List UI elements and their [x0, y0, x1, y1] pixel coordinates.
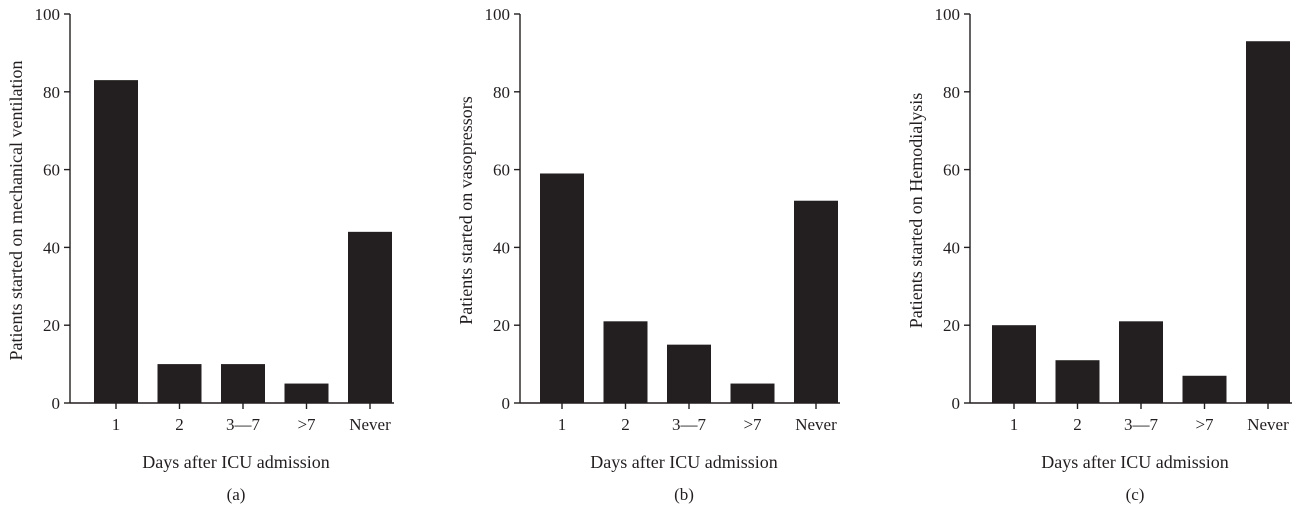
y-tick-label: 0 — [52, 394, 61, 413]
panel-label: (b) — [674, 485, 694, 504]
y-tick-label: 0 — [952, 394, 961, 413]
y-tick-label: 60 — [43, 161, 60, 180]
x-axis-title: Days after ICU admission — [1041, 452, 1228, 472]
bar-1 — [94, 80, 138, 403]
y-tick-label: 40 — [493, 238, 510, 257]
x-tick-label-7: >7 — [743, 415, 762, 434]
bar-never — [794, 200, 838, 403]
bar-chart-c: 0 20 40 60 80 100 1 2 3—7 >7 Never Days after ICU a… — [906, 5, 1292, 504]
x-tick-label-1: 1 — [558, 415, 567, 434]
y-tick-label: 100 — [935, 5, 961, 24]
x-tick-label-3-7: 3—7 — [226, 415, 261, 434]
bar-2 — [157, 364, 202, 403]
y-tick-label: 80 — [943, 83, 960, 102]
x-tick-label-3-7: 3—7 — [672, 415, 707, 434]
chart-panel-a: 0 20 40 60 80 100 1 2 3—7 >7 Never Days after ICU a… — [0, 0, 436, 511]
y-tick-label: 60 — [943, 161, 960, 180]
chart-panel-c: 0 20 40 60 80 100 1 2 3—7 >7 Never Days after ICU a… — [872, 0, 1306, 511]
bar-2 — [1055, 360, 1100, 403]
x-tick-label-2: 2 — [1073, 415, 1082, 434]
x-tick-label-1: 1 — [1010, 415, 1019, 434]
bar-1 — [540, 173, 584, 403]
y-tick-label: 20 — [43, 316, 60, 335]
x-tick-label-2: 2 — [175, 415, 184, 434]
chart-panel-b: 0 20 40 60 80 100 1 2 3—7 >7 Never Days after ICU a… — [436, 0, 872, 511]
x-tick-label-2: 2 — [621, 415, 630, 434]
x-axis-title: Days after ICU admission — [590, 452, 777, 472]
y-tick-label: 100 — [35, 5, 61, 24]
panel-label: (a) — [227, 485, 246, 504]
bar-chart-b: 0 20 40 60 80 100 1 2 3—7 >7 Never Days after ICU a… — [456, 5, 840, 504]
y-tick-label: 80 — [43, 83, 60, 102]
bar-7 — [730, 383, 775, 403]
y-tick-label: 20 — [493, 316, 510, 335]
bar-7 — [284, 383, 329, 403]
y-tick-label: 100 — [485, 5, 511, 24]
bar-2 — [603, 321, 648, 403]
x-tick-label-never: Never — [795, 415, 837, 434]
x-tick-label-7: >7 — [1195, 415, 1214, 434]
y-tick-label: 40 — [43, 238, 60, 257]
x-tick-label-never: Never — [349, 415, 391, 434]
x-tick-label-never: Never — [1247, 415, 1289, 434]
y-tick-label: 0 — [502, 394, 511, 413]
y-axis-title: Patients started on vasopressors — [456, 96, 476, 324]
bar-1 — [992, 325, 1036, 403]
y-tick-label: 40 — [943, 238, 960, 257]
x-tick-label-7: >7 — [297, 415, 316, 434]
x-axis-title: Days after ICU admission — [142, 452, 329, 472]
bar-7 — [1182, 375, 1227, 403]
bar-never — [1246, 41, 1290, 403]
y-tick-label: 60 — [493, 161, 510, 180]
bar-3-7 — [667, 344, 711, 403]
y-tick-label: 20 — [943, 316, 960, 335]
bar-3-7 — [1119, 321, 1163, 403]
panel-label: (c) — [1126, 485, 1145, 504]
bar-never — [348, 231, 392, 403]
bar-chart-a: 0 20 40 60 80 100 1 2 3—7 >7 Never Days after ICU a… — [6, 5, 394, 504]
bar-3-7 — [221, 364, 265, 403]
x-tick-label-1: 1 — [112, 415, 121, 434]
y-axis-title: Patients started on mechanical ventilati… — [6, 61, 26, 361]
x-tick-label-3-7: 3—7 — [1124, 415, 1159, 434]
y-tick-label: 80 — [493, 83, 510, 102]
y-axis-title: Patients started on Hemodialysis — [906, 93, 926, 328]
